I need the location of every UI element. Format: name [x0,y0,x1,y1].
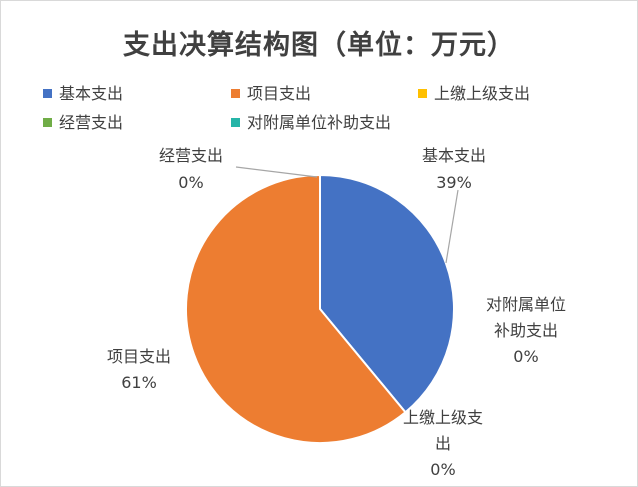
legend-swatch-subsidiary [231,118,240,127]
data-label-name-subsidiary-line2: 补助支出 [494,321,558,340]
legend-label-remit-upper: 上缴上级支出 [434,84,531,103]
data-label-name-subsidiary-line1: 对附属单位 [486,295,566,314]
legend-item-basic: 基本支出 [43,84,123,104]
legend-label-operating: 经营支出 [59,113,124,132]
legend-item-project: 项目支出 [231,84,311,104]
data-labels: 经营支出 0% 基本支出 39% 对附属单位 补助支出 0% 项目支出 61% … [107,146,566,479]
data-label-name-remit-upper-line2: 出 [435,434,451,453]
legend-item-operating: 经营支出 [43,113,123,133]
data-label-name-operating: 经营支出 [159,146,223,165]
data-label-value-remit-upper: 0% [430,460,455,479]
pie-slices [185,173,455,444]
legend-swatch-basic [43,89,52,98]
legend-swatch-operating [43,118,52,127]
data-label-name-basic: 基本支出 [422,146,486,165]
chart-title: 支出决算结构图（单位：万元） [123,30,515,61]
legend-item-subsidiary: 对附属单位补助支出 [231,113,391,133]
leader-lines [235,166,459,264]
data-label-value-project: 61% [121,373,157,392]
legend-label-subsidiary: 对附属单位补助支出 [247,113,392,132]
pie-slice-basic [319,173,455,414]
legend-swatch-remit-upper [418,89,427,98]
data-label-value-operating: 0% [178,173,203,192]
leader-line-operating [235,166,318,178]
leader-line-basic [445,189,459,264]
data-label-name-project: 项目支出 [107,347,171,366]
data-label-value-basic: 39% [436,173,472,192]
legend-swatch-project [231,89,240,98]
pie-slice-project [185,173,407,444]
legend-item-remit-upper: 上缴上级支出 [418,84,530,104]
data-label-name-remit-upper-line1: 上缴上级支 [403,408,483,427]
legend-label-basic: 基本支出 [59,84,124,103]
legend-label-project: 项目支出 [247,84,312,103]
data-label-value-subsidiary: 0% [513,347,538,366]
